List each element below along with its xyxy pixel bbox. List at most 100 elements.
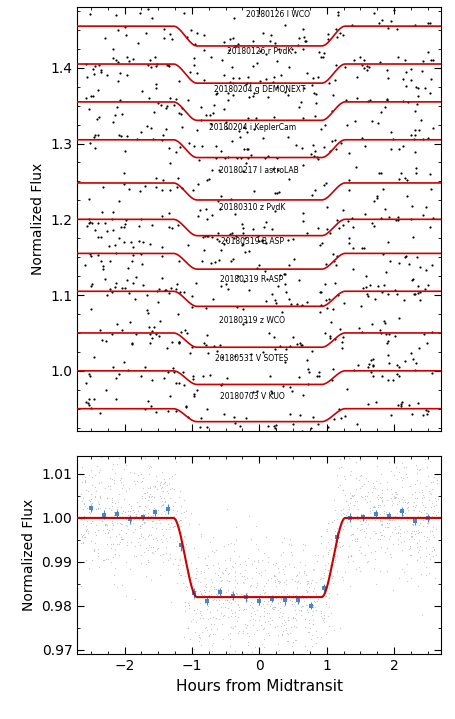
- Point: [319, 583, 326, 595]
- Point: [144, 508, 152, 519]
- Point: [374, 280, 381, 292]
- Point: [239, 303, 247, 315]
- Point: [354, 513, 362, 525]
- Point: [131, 593, 139, 605]
- Point: [271, 331, 278, 342]
- Point: [275, 566, 282, 577]
- Point: [198, 566, 205, 577]
- Point: [278, 592, 285, 604]
- Point: [235, 625, 242, 636]
- Point: [201, 587, 208, 598]
- Point: [239, 222, 247, 234]
- Point: [195, 635, 202, 646]
- Point: [411, 501, 419, 513]
- Point: [431, 572, 439, 583]
- Point: [357, 547, 364, 559]
- Point: [388, 483, 395, 495]
- Point: [417, 506, 424, 518]
- Point: [77, 528, 85, 539]
- Point: [409, 525, 416, 536]
- Point: [325, 620, 333, 631]
- Point: [373, 528, 380, 539]
- Point: [250, 555, 257, 567]
- Point: [334, 469, 341, 480]
- Point: [287, 382, 294, 393]
- Point: [369, 482, 377, 494]
- Point: [228, 560, 236, 572]
- Point: [277, 577, 284, 588]
- Point: [207, 110, 214, 122]
- Point: [414, 287, 421, 298]
- Point: [397, 531, 404, 542]
- Point: [119, 108, 126, 119]
- Point: [225, 567, 233, 579]
- Point: [431, 500, 438, 512]
- Point: [324, 202, 331, 214]
- Point: [250, 628, 257, 639]
- Point: [93, 485, 100, 497]
- Point: [365, 62, 372, 73]
- Point: [87, 493, 95, 505]
- Point: [165, 60, 172, 72]
- Point: [192, 568, 199, 580]
- Point: [353, 92, 360, 104]
- Point: [336, 324, 343, 335]
- Point: [172, 513, 180, 525]
- Point: [378, 493, 385, 504]
- Point: [84, 527, 91, 539]
- Point: [245, 284, 253, 296]
- Point: [410, 504, 417, 516]
- Point: [415, 124, 422, 135]
- Point: [370, 7, 377, 19]
- Point: [384, 93, 391, 105]
- Point: [415, 342, 423, 354]
- Point: [222, 586, 230, 597]
- Point: [424, 18, 431, 29]
- Point: [88, 554, 96, 566]
- Point: [272, 419, 279, 431]
- Point: [126, 287, 133, 298]
- Point: [399, 544, 406, 556]
- Point: [183, 582, 191, 593]
- Point: [324, 610, 331, 621]
- Point: [176, 520, 183, 531]
- Point: [354, 522, 361, 533]
- Point: [394, 23, 401, 35]
- Point: [181, 541, 188, 552]
- Point: [339, 484, 347, 495]
- Point: [367, 280, 374, 291]
- Point: [276, 270, 283, 281]
- Point: [115, 56, 122, 68]
- Point: [348, 550, 355, 562]
- Point: [326, 77, 333, 88]
- Point: [121, 463, 128, 475]
- Point: [430, 544, 438, 556]
- Point: [249, 613, 257, 625]
- Point: [383, 477, 390, 488]
- Point: [219, 597, 227, 609]
- Point: [268, 598, 275, 610]
- Point: [422, 535, 430, 546]
- Point: [200, 567, 207, 578]
- Point: [206, 585, 213, 597]
- Point: [301, 613, 308, 624]
- Point: [186, 347, 193, 359]
- Point: [157, 482, 164, 493]
- Point: [112, 531, 120, 542]
- Point: [202, 578, 209, 590]
- Point: [433, 477, 440, 489]
- Point: [225, 575, 232, 587]
- Point: [261, 221, 268, 233]
- Point: [378, 519, 385, 531]
- Point: [377, 106, 384, 117]
- Point: [158, 499, 166, 510]
- Point: [295, 371, 303, 383]
- Point: [258, 566, 265, 577]
- Point: [166, 142, 173, 154]
- Point: [312, 605, 319, 616]
- Point: [210, 593, 217, 605]
- Point: [202, 572, 209, 583]
- Point: [249, 601, 256, 613]
- Point: [259, 27, 267, 39]
- Point: [83, 516, 90, 527]
